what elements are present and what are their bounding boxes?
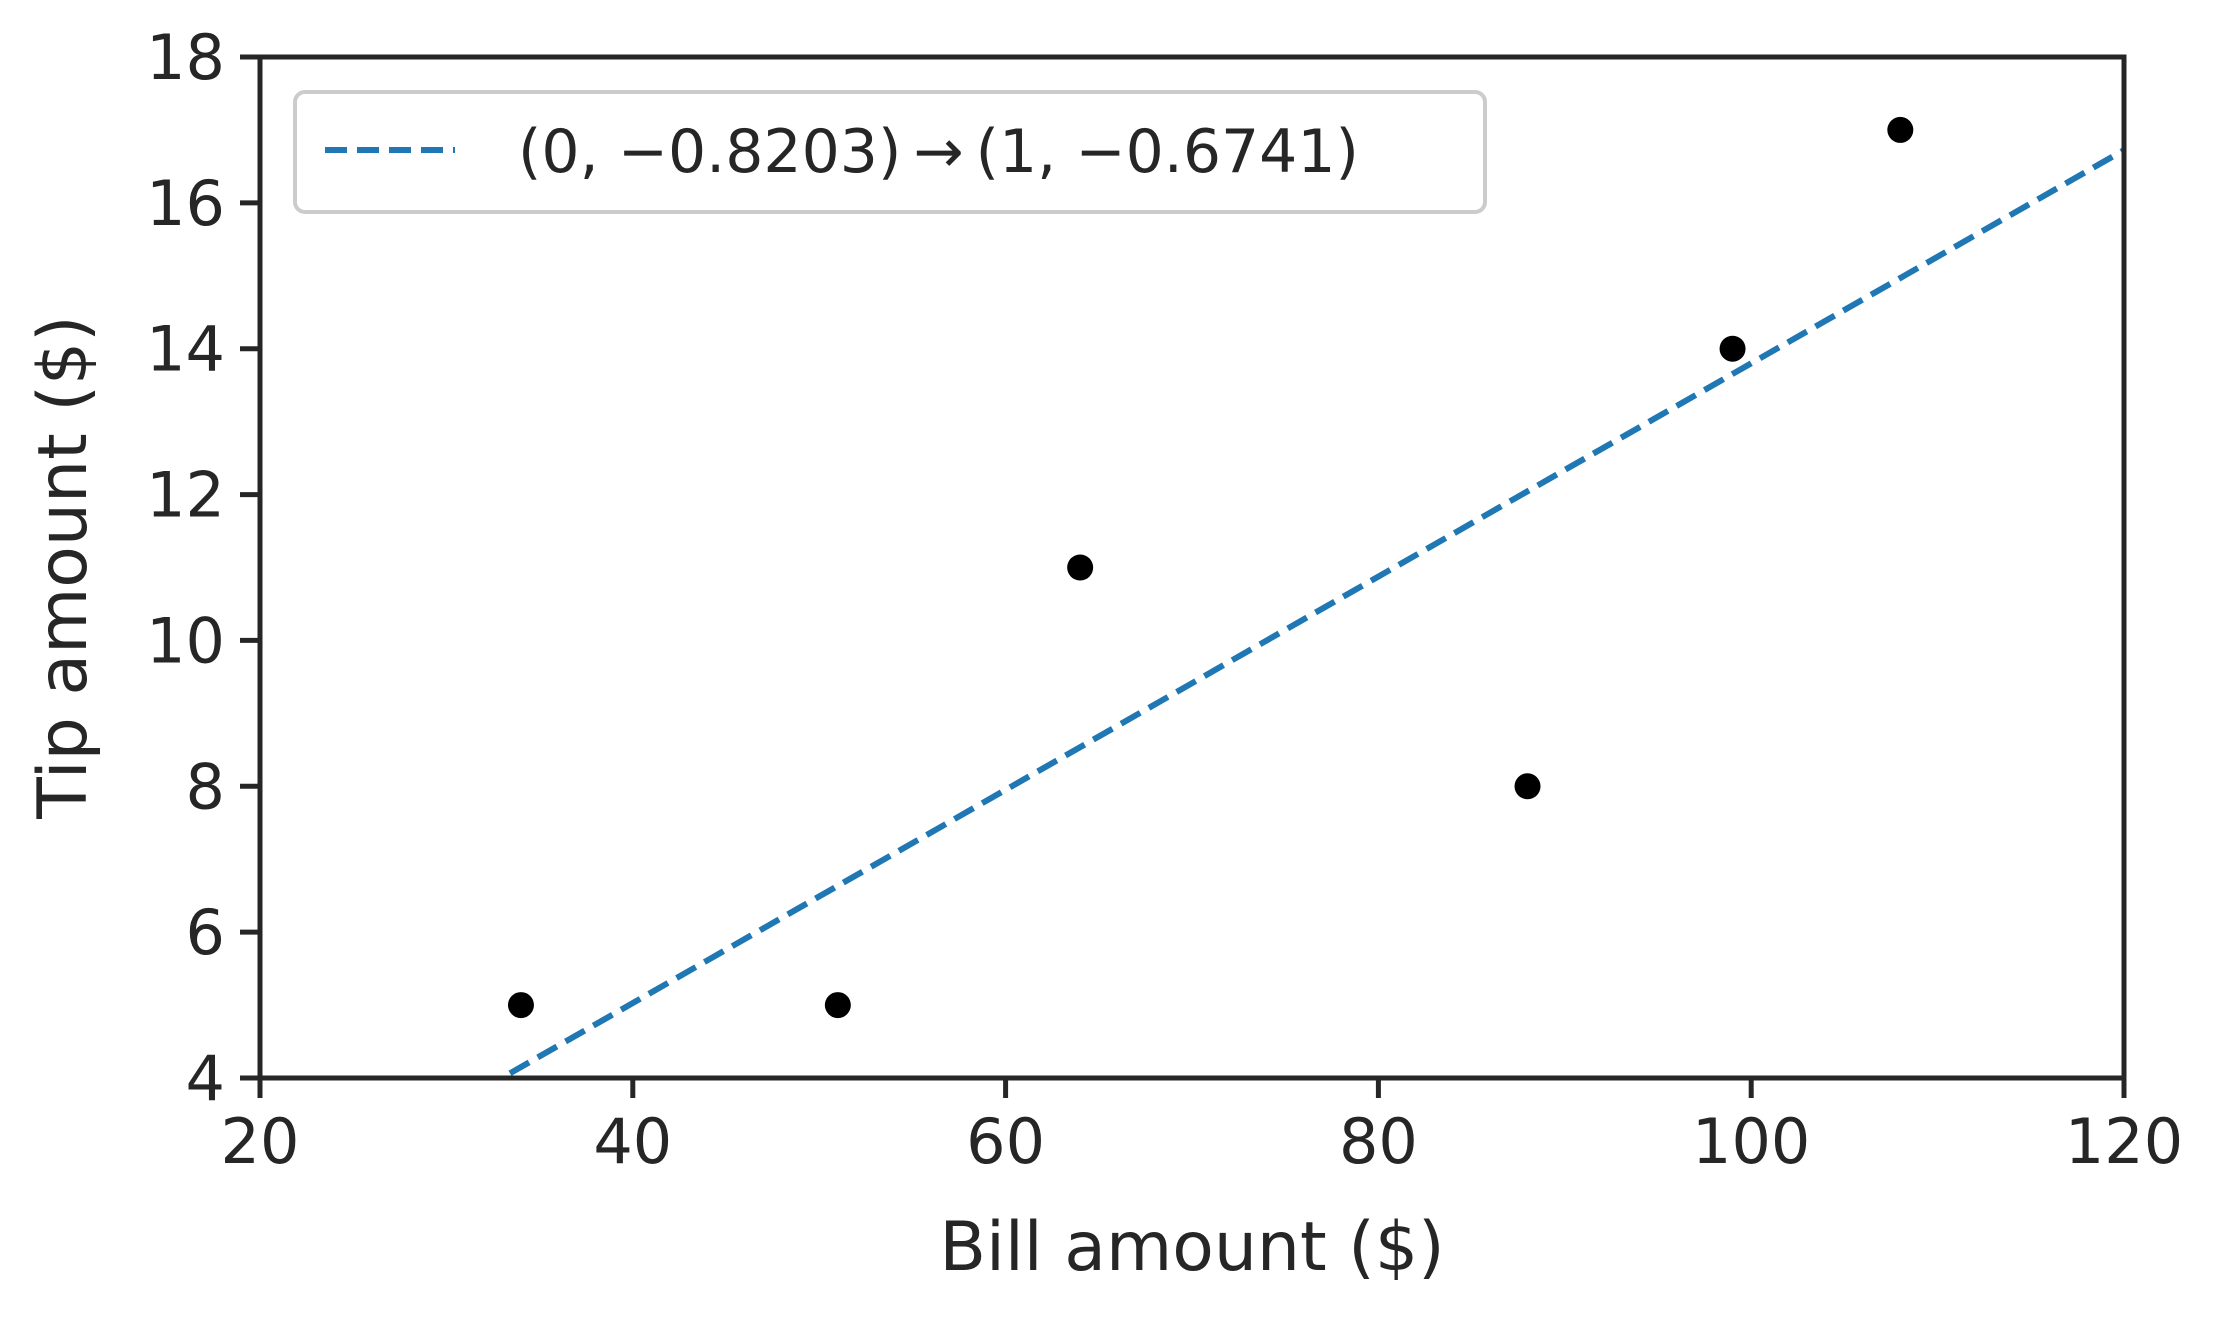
y-axis-label: Tip amount ($)	[24, 315, 103, 819]
y-tick-label: 14	[146, 313, 225, 386]
data-point	[507, 992, 534, 1019]
y-tick-label: 4	[186, 1042, 225, 1115]
x-tick-label: 40	[593, 1105, 672, 1178]
ticks-layer: 20 40 60 80 100 120 4 6 8 10 12 14 16 18	[146, 21, 2183, 1178]
data-point	[824, 992, 851, 1019]
data-point	[1887, 116, 1914, 143]
data-point	[1514, 773, 1541, 800]
fit-line	[495, 147, 2124, 1078]
x-tick-label: 120	[2065, 1105, 2183, 1178]
x-tick-label: 80	[1339, 1105, 1418, 1178]
legend-label: (0, −0.8203) → (1, −0.6741)	[518, 117, 1359, 187]
x-axis-label: Bill amount ($)	[939, 1208, 1444, 1287]
x-tick-label: 100	[1692, 1105, 1810, 1178]
fit-line-layer	[495, 147, 2124, 1078]
legend-box	[293, 90, 1487, 214]
legend: (0, −0.8203) → (1, −0.6741)	[293, 90, 1487, 214]
y-tick-label: 8	[186, 750, 225, 823]
y-tick-label: 16	[146, 167, 225, 240]
data-point	[1719, 335, 1746, 362]
plot-frame	[257, 54, 2127, 1081]
data-point	[1067, 554, 1094, 581]
y-tick-label: 12	[146, 459, 225, 532]
y-tick-label: 10	[146, 604, 225, 677]
y-tick-label: 6	[186, 896, 225, 969]
x-tick-label: 20	[221, 1105, 300, 1178]
x-tick-label: 60	[966, 1105, 1045, 1178]
y-tick-label: 18	[146, 21, 225, 94]
points-layer	[507, 116, 1914, 1019]
